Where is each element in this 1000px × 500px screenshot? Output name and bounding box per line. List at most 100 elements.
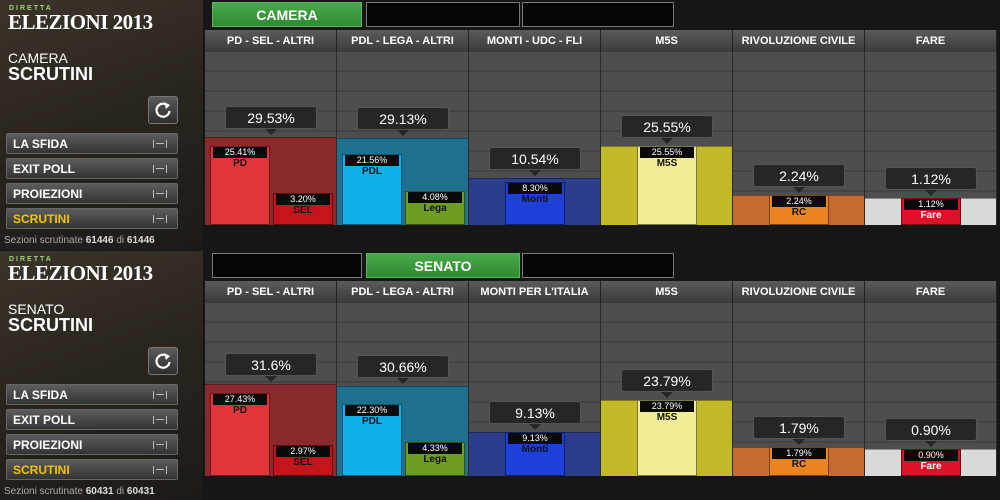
value-pointer bbox=[661, 392, 673, 399]
coalition-value: 29.13% bbox=[357, 106, 449, 130]
party-value: 22.30% bbox=[345, 404, 399, 416]
footer: Sezioni scrutinate 61446 di 61446 bbox=[4, 235, 155, 246]
footer-joiner: di bbox=[116, 235, 125, 246]
menu-icon bbox=[153, 416, 167, 424]
menu-item[interactable]: PROIEZIONI bbox=[6, 434, 178, 455]
party-name: PDL bbox=[362, 166, 382, 178]
tab[interactable] bbox=[522, 253, 674, 278]
column-header: PD - SEL - ALTRI bbox=[205, 281, 337, 303]
tab[interactable] bbox=[522, 2, 674, 27]
column-header: RIVOLUZIONE CIVILE bbox=[733, 30, 865, 52]
footer: Sezioni scrutinate 60431 di 60431 bbox=[4, 486, 155, 497]
coalition-value: 25.55% bbox=[621, 114, 713, 138]
party-name: RC bbox=[791, 459, 807, 471]
party-value: 21.56% bbox=[345, 155, 399, 167]
party-value: 27.43% bbox=[213, 393, 267, 405]
tab[interactable]: CAMERA bbox=[212, 2, 362, 27]
party-name: PD bbox=[233, 404, 247, 416]
party-value: 1.79% bbox=[772, 448, 826, 460]
menu-item[interactable]: EXIT POLL bbox=[6, 158, 178, 179]
party-name: Monti bbox=[521, 443, 549, 455]
value-pointer bbox=[925, 189, 937, 196]
party-value: 4.08% bbox=[408, 192, 462, 204]
party-value: 3.20% bbox=[276, 194, 330, 206]
value-pointer bbox=[397, 377, 409, 384]
coalition-value: 23.79% bbox=[621, 369, 713, 393]
refresh-button[interactable] bbox=[148, 347, 178, 375]
menu-icon bbox=[153, 140, 167, 148]
tab[interactable]: SENATO bbox=[366, 253, 520, 278]
footer-total: 60431 bbox=[126, 486, 155, 497]
column-header: RIVOLUZIONE CIVILE bbox=[733, 281, 865, 303]
party-name: Fare bbox=[920, 209, 942, 221]
menu-item[interactable]: EXIT POLL bbox=[6, 409, 178, 430]
column-header: PD - SEL - ALTRI bbox=[205, 30, 337, 52]
party-name: PD bbox=[233, 157, 247, 169]
menu-label: EXIT POLL bbox=[13, 413, 76, 427]
menu-icon bbox=[153, 165, 167, 173]
party-value: 1.12% bbox=[904, 198, 958, 210]
value-pointer bbox=[529, 169, 541, 176]
menu-label: LA SFIDA bbox=[13, 388, 68, 402]
value-pointer bbox=[265, 129, 277, 136]
column-header: PDL - LEGA - ALTRI bbox=[337, 281, 469, 303]
menu-label: PROIEZIONI bbox=[13, 187, 83, 201]
menu-icon bbox=[153, 441, 167, 449]
menu-item[interactable]: LA SFIDA bbox=[6, 133, 178, 154]
section-label: SCRUTINI bbox=[8, 315, 93, 335]
footer-counted: 61446 bbox=[85, 235, 114, 246]
party-name: SEL bbox=[293, 205, 313, 217]
plot-area bbox=[865, 303, 997, 476]
menu-icon bbox=[153, 215, 167, 223]
footer-joiner: di bbox=[116, 486, 125, 497]
column-header: PDL - LEGA - ALTRI bbox=[337, 30, 469, 52]
menu-label: LA SFIDA bbox=[13, 137, 68, 151]
chamber-label: CAMERA bbox=[8, 50, 68, 66]
brand-title: ELEZIONI 2013 bbox=[8, 10, 153, 34]
refresh-icon bbox=[155, 102, 171, 118]
menu-label: EXIT POLL bbox=[13, 162, 76, 176]
refresh-button[interactable] bbox=[148, 96, 178, 124]
party-name: Lega bbox=[423, 203, 447, 215]
party-bar bbox=[637, 145, 697, 225]
menu-item[interactable]: PROIEZIONI bbox=[6, 183, 178, 204]
coalition-value: 30.66% bbox=[357, 354, 449, 378]
coalition-value: 1.79% bbox=[753, 416, 845, 440]
party-value: 25.55% bbox=[640, 146, 694, 158]
column-header: FARE bbox=[865, 281, 997, 303]
brand-kicker: DIRETTA bbox=[9, 256, 53, 263]
column-header: MONTI - UDC - FLI bbox=[469, 30, 601, 52]
panel: DIRETTA ELEZIONI 2013 CAMERA SCRUTINI LA SFI… bbox=[0, 0, 997, 250]
party-name: M5S bbox=[656, 412, 678, 424]
party-value: 2.24% bbox=[772, 196, 826, 208]
menu-label: SCRUTINI bbox=[13, 212, 70, 226]
party-value: 25.41% bbox=[213, 146, 267, 158]
party-bar bbox=[342, 403, 402, 476]
column-header: MONTI PER L'ITALIA bbox=[469, 281, 601, 303]
coalition-value: 29.53% bbox=[225, 106, 317, 130]
chamber-label: SENATO bbox=[8, 301, 65, 317]
value-pointer bbox=[529, 423, 541, 430]
column-header: M5S bbox=[601, 30, 733, 52]
party-name: Fare bbox=[920, 461, 942, 473]
footer-counted: 60431 bbox=[85, 486, 114, 497]
coalition-value: 31.6% bbox=[225, 352, 317, 376]
menu-icon bbox=[153, 466, 167, 474]
plot-area bbox=[865, 52, 997, 225]
party-name: SEL bbox=[293, 456, 313, 468]
tab[interactable] bbox=[212, 253, 362, 278]
menu-item[interactable]: LA SFIDA bbox=[6, 384, 178, 405]
tab[interactable] bbox=[366, 2, 520, 27]
value-pointer bbox=[925, 441, 937, 448]
menu-icon bbox=[153, 190, 167, 198]
menu-item[interactable]: SCRUTINI bbox=[6, 208, 178, 229]
party-name: PDL bbox=[362, 415, 382, 427]
value-pointer bbox=[265, 375, 277, 382]
party-value: 8.30% bbox=[508, 183, 562, 195]
menu-item[interactable]: SCRUTINI bbox=[6, 459, 178, 480]
brand-kicker: DIRETTA bbox=[9, 5, 53, 12]
menu-icon bbox=[153, 391, 167, 399]
value-pointer bbox=[793, 439, 805, 446]
sidebar bbox=[0, 251, 203, 500]
menu-label: PROIEZIONI bbox=[13, 438, 83, 452]
